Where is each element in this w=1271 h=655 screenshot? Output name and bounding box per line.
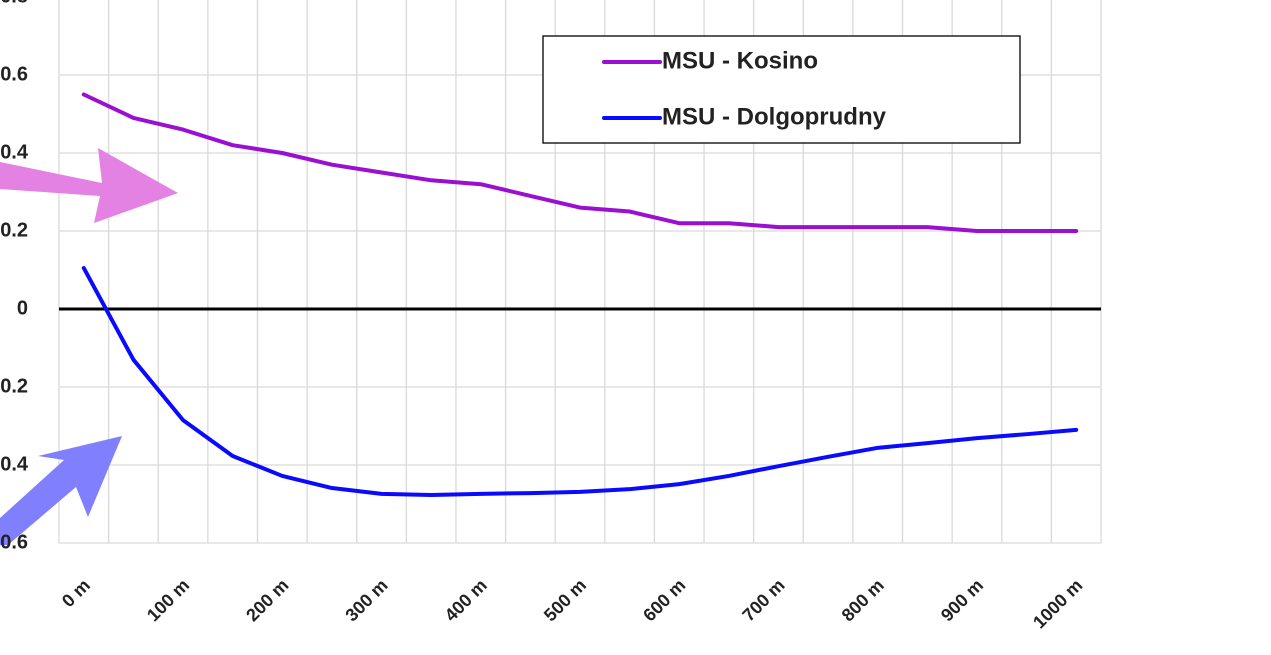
blue-arrow xyxy=(0,436,122,545)
y-tick-label: 0.8 xyxy=(0,0,28,7)
legend-label: MSU - Dolgoprudny xyxy=(662,103,887,130)
legend-label: MSU - Kosino xyxy=(662,47,818,74)
legend: MSU - Kosino MSU - Dolgoprudny xyxy=(542,35,1021,144)
pink-arrow xyxy=(0,148,178,223)
y-tick-label: -0.4 xyxy=(0,453,29,475)
y-tick-label: 0.2 xyxy=(0,219,28,241)
y-tick-label: 0 xyxy=(17,297,28,319)
y-tick-label: 0.4 xyxy=(0,141,29,163)
series-line xyxy=(81,92,1079,233)
grid xyxy=(58,0,1102,544)
series-line xyxy=(81,266,1079,498)
plot xyxy=(81,92,1079,498)
y-tick-label: 0.6 xyxy=(0,63,28,85)
y-tick-label: -0.2 xyxy=(0,375,28,397)
legend-box xyxy=(542,35,1021,144)
y-tick-label: -0.6 xyxy=(0,531,28,553)
